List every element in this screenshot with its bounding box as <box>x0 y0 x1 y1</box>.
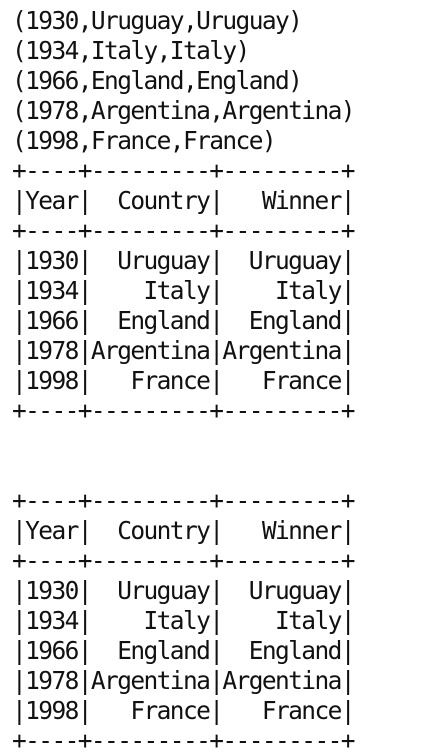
blank-lines <box>12 426 354 486</box>
table-border-top: +----+---------+---------+ <box>12 486 356 515</box>
table-border-bottom: +----+---------+---------+ <box>12 726 356 755</box>
table-row: |1966| England| England| <box>12 636 356 665</box>
tuple-line: (1934,Italy,Italy) <box>12 36 250 65</box>
table-row: |1998| France| France| <box>12 366 356 395</box>
tuple-line: (1978,Argentina,Argentina) <box>12 96 356 125</box>
table-row: |1978|Argentina|Argentina| <box>12 336 356 365</box>
table-border-top: +----+---------+---------+ <box>12 156 356 185</box>
ascii-table-1: +----+---------+---------+ |Year| Countr… <box>12 156 356 426</box>
table-row: |1930| Uruguay| Uruguay| <box>12 576 356 605</box>
ascii-table-2: +----+---------+---------+ |Year| Countr… <box>12 486 356 756</box>
table-header-row: |Year| Country| Winner| <box>12 186 356 215</box>
table-border-header: +----+---------+---------+ <box>12 546 356 575</box>
table-row: |1966| England| England| <box>12 306 356 335</box>
table-row: |1934| Italy| Italy| <box>12 606 356 635</box>
table-border-bottom: +----+---------+---------+ <box>12 396 356 425</box>
table-border-header: +----+---------+---------+ <box>12 216 356 245</box>
tuple-line: (1998,France,France) <box>12 126 277 155</box>
console-output: (1930,Uruguay,Uruguay) (1934,Italy,Italy… <box>12 6 356 756</box>
table-row: |1930| Uruguay| Uruguay| <box>12 246 356 275</box>
table-row: |1998| France| France| <box>12 696 356 725</box>
table-row: |1934| Italy| Italy| <box>12 276 356 305</box>
tuple-line: (1966,England,England) <box>12 66 303 95</box>
tuple-line: (1930,Uruguay,Uruguay) <box>12 6 303 35</box>
table-row: |1978|Argentina|Argentina| <box>12 666 356 695</box>
table-header-row: |Year| Country| Winner| <box>12 516 356 545</box>
